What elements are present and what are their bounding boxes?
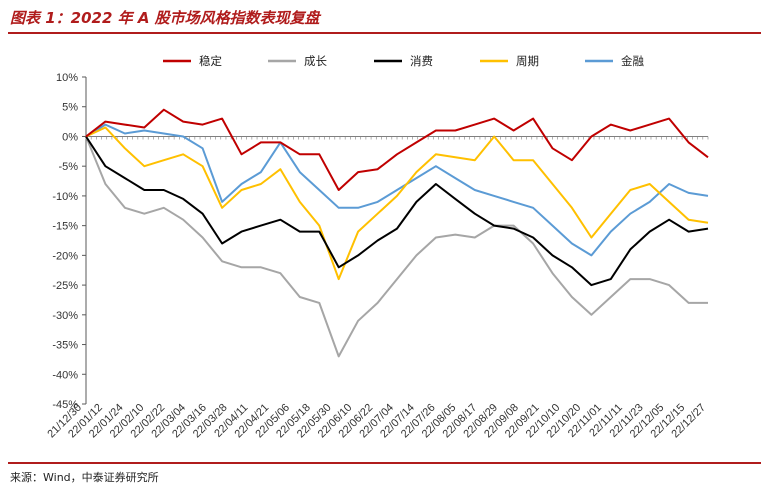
figure-title: 图表 1：2022 年 A 股市场风格指数表现复盘 (10, 9, 320, 27)
source-note: 来源：Wind，中泰证券研究所 (10, 471, 159, 484)
legend-label: 稳定 (199, 54, 222, 68)
bottom-divider (8, 462, 761, 464)
chart: 稳定 成长 消费 周期 金融 10% 5% 0% -5% -10% -15% -20% -25% -30… (45, 54, 709, 440)
series-line-2 (85, 136, 708, 358)
legend-label: 金融 (621, 54, 644, 68)
legend-label: 成长 (304, 54, 327, 68)
y-axis: 10% 5% 0% -5% -10% -15% -20% -25% -30% -35% -40% -4… (52, 72, 87, 411)
x-axis: 21/12/3022/01/1222/01/2422/02/1022/02/22… (45, 135, 709, 440)
legend-label: 消费 (410, 54, 433, 68)
y-tick-label: -35% (52, 340, 78, 352)
y-tick-label: -20% (52, 250, 78, 262)
series-line-4 (85, 126, 709, 281)
y-tick-label: -40% (52, 369, 78, 381)
y-tick-label: 0% (62, 131, 78, 143)
y-tick-label: 5% (62, 102, 78, 114)
y-tick-label: -25% (52, 280, 78, 292)
series-line-1 (85, 108, 709, 191)
y-tick-label: -10% (52, 191, 78, 203)
y-tick-label: -15% (52, 221, 78, 233)
y-tick-label: -45% (52, 399, 78, 411)
plot-area (85, 108, 709, 358)
series-line-3 (85, 135, 709, 287)
y-tick-label: -5% (58, 161, 78, 173)
y-tick-label: 10% (56, 72, 78, 84)
top-divider (8, 32, 761, 34)
legend-label: 周期 (516, 54, 539, 68)
series-line-5 (85, 123, 709, 257)
y-tick-label: -30% (52, 310, 78, 322)
legend: 稳定 成长 消费 周期 金融 (163, 54, 644, 68)
